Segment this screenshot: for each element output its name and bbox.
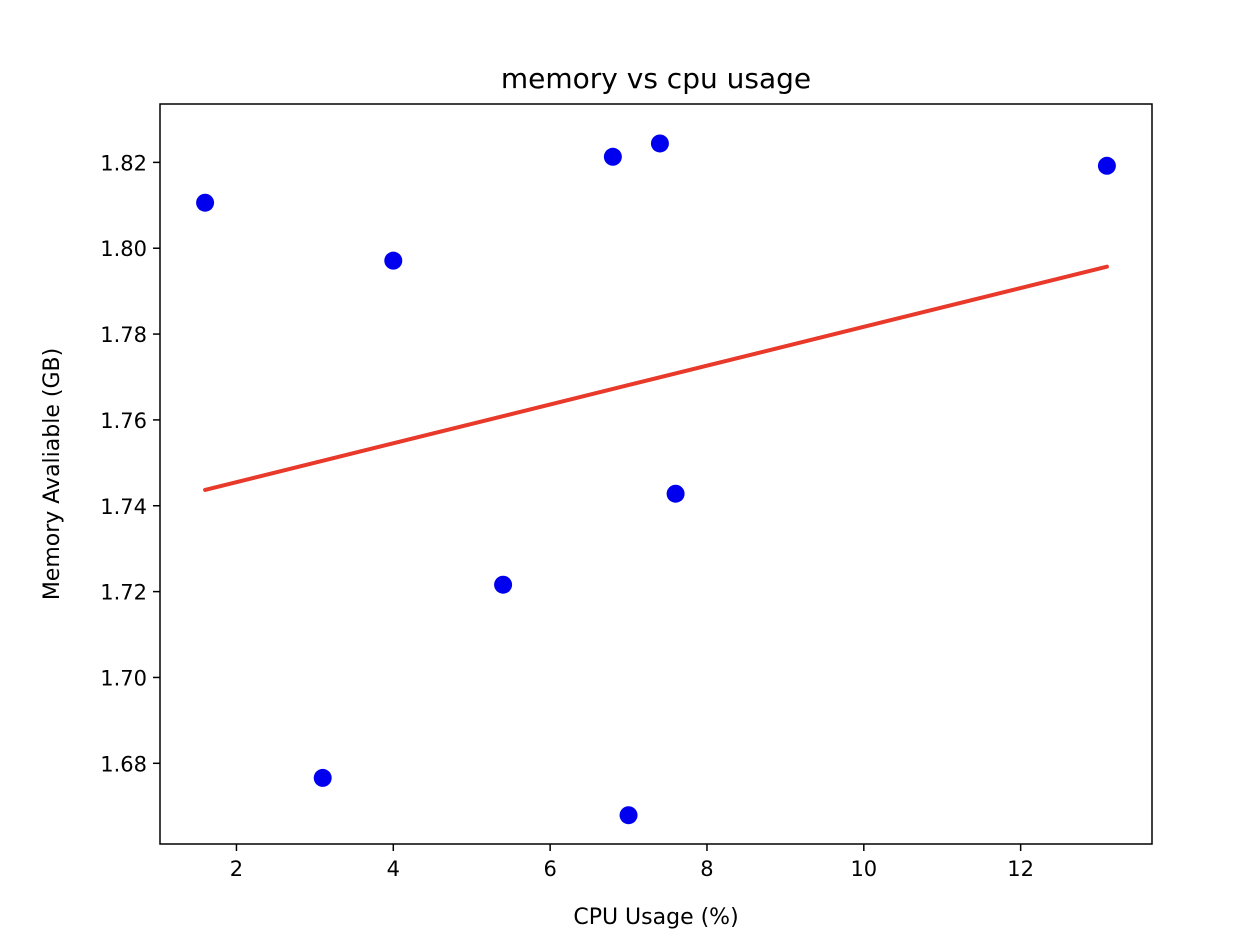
y-tick-label: 1.78 — [100, 323, 147, 347]
trend-line — [203, 264, 1109, 492]
y-tick-label: 1.72 — [100, 581, 147, 605]
x-tick-label: 8 — [700, 857, 713, 881]
data-point — [494, 575, 513, 594]
y-axis-ticks: 1.68 1.70 1.72 1.74 1.76 1.78 1.80 1.82 — [100, 151, 160, 776]
y-tick-label: 1.82 — [100, 151, 147, 175]
x-axis-ticks: 2 4 6 8 10 12 — [230, 844, 1034, 881]
x-tick-label: 6 — [543, 857, 556, 881]
y-tick-label: 1.68 — [100, 752, 147, 776]
y-axis-label: Memory Avaliable (GB) — [40, 348, 65, 600]
y-tick-label: 1.74 — [100, 495, 147, 519]
x-tick-label: 4 — [387, 857, 400, 881]
y-tick-label: 1.76 — [100, 409, 147, 433]
chart-title: memory vs cpu usage — [501, 62, 811, 95]
x-tick-label: 10 — [850, 857, 877, 881]
x-tick-label: 12 — [1007, 857, 1034, 881]
data-point — [384, 251, 403, 270]
data-point — [650, 134, 669, 153]
data-point — [619, 806, 638, 825]
y-tick-label: 1.80 — [100, 237, 147, 261]
data-point — [1097, 156, 1116, 175]
plot-frame — [159, 103, 1153, 845]
data-series — [196, 134, 1116, 825]
data-point — [666, 484, 685, 503]
y-tick-label: 1.70 — [100, 666, 147, 690]
data-point — [603, 147, 622, 166]
x-tick-label: 2 — [230, 857, 243, 881]
data-point — [313, 768, 332, 787]
data-point — [196, 193, 215, 212]
x-axis-label: CPU Usage (%) — [573, 905, 738, 930]
